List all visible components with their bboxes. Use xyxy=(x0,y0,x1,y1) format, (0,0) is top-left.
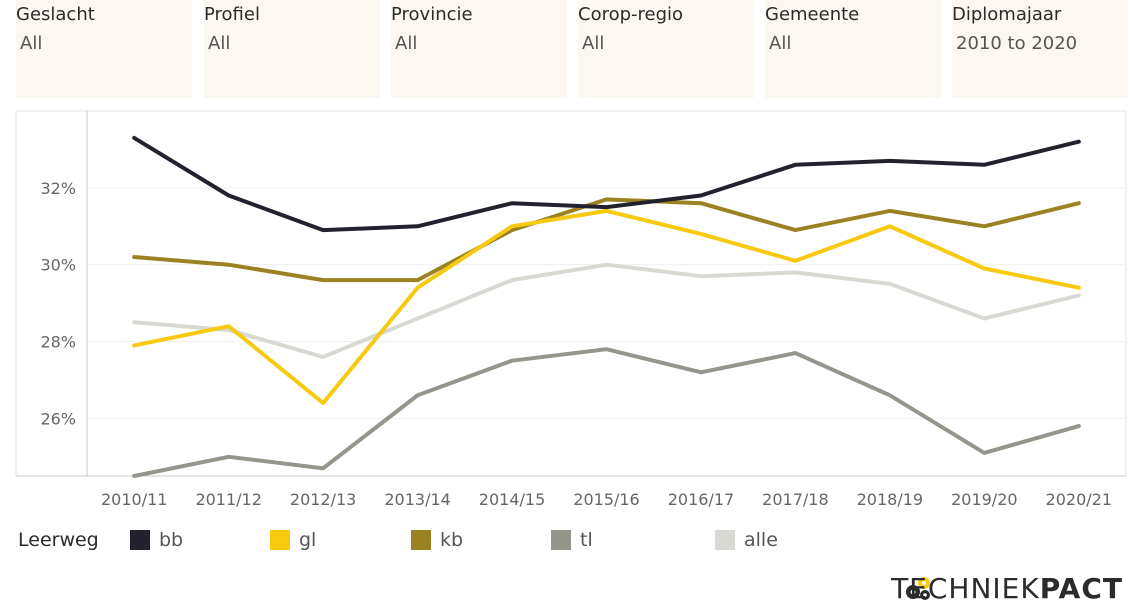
legend-swatch xyxy=(551,530,571,550)
filter-label: Gemeente xyxy=(765,4,860,25)
filter-value[interactable]: All xyxy=(20,33,43,54)
legend-swatch xyxy=(715,530,735,550)
filter-corop-regio[interactable]: Corop-regio All xyxy=(578,0,754,98)
filter-label: Geslacht xyxy=(16,4,95,25)
filter-value[interactable]: All xyxy=(582,33,605,54)
filter-provincie[interactable]: Provincie All xyxy=(391,0,567,98)
series-line-alle xyxy=(132,262,1081,359)
legend-label: kb xyxy=(440,529,464,551)
x-tick-label: 2013/14 xyxy=(384,490,450,509)
legend-title: Leerweg xyxy=(18,529,99,551)
legend-swatch xyxy=(130,530,150,550)
legend-label: tl xyxy=(580,529,593,551)
series-line-tl xyxy=(132,347,1081,478)
x-tick-label: 2019/20 xyxy=(951,490,1017,509)
x-tick-label: 2014/15 xyxy=(479,490,545,509)
legend-label: alle xyxy=(744,529,778,551)
filter-diplomajaar[interactable]: Diplomajaar 2010 to 2020 xyxy=(952,0,1128,98)
legend-swatch xyxy=(270,530,290,550)
logo-text-thin: TECHNIEK xyxy=(891,572,1040,605)
filter-label: Profiel xyxy=(204,4,260,25)
line-chart: 26% 28% 30% 32% 2010/11 2011/12 2012/13 2013/14… xyxy=(15,110,1127,509)
filter-value[interactable]: All xyxy=(769,33,792,54)
logo-text: TECHNIEKPACT xyxy=(891,572,1123,605)
filter-profiel[interactable]: Profiel All xyxy=(204,0,380,98)
x-tick-label: 2017/18 xyxy=(762,490,828,509)
series-line-gl xyxy=(132,208,1081,405)
legend: Leerweg bb gl kb tl alle xyxy=(0,526,900,556)
filter-label: Provincie xyxy=(391,4,473,25)
gears-icon xyxy=(906,577,930,600)
y-tick-label: 26% xyxy=(40,409,76,428)
y-tick-label: 32% xyxy=(40,179,76,198)
legend-label: bb xyxy=(159,529,184,551)
line-chart-area: 26% 28% 30% 32% 2010/11 2011/12 2012/13 2013/14… xyxy=(0,100,1133,520)
x-tick-label: 2011/12 xyxy=(195,490,261,509)
filter-value[interactable]: 2010 to 2020 xyxy=(956,33,1078,54)
x-tick-label: 2016/17 xyxy=(668,490,734,509)
filter-gemeente[interactable]: Gemeente All xyxy=(765,0,941,98)
filter-geslacht[interactable]: Geslacht All xyxy=(16,0,192,98)
x-tick-label: 2018/19 xyxy=(857,490,923,509)
legend-label: gl xyxy=(299,529,317,551)
filter-label: Diplomajaar xyxy=(952,4,1062,25)
x-tick-label: 2010/11 xyxy=(101,490,167,509)
y-tick-label: 28% xyxy=(40,333,76,352)
logo-text-bold: PACT xyxy=(1039,572,1123,605)
legend-swatch xyxy=(411,530,431,550)
x-tick-label: 2020/21 xyxy=(1046,490,1112,509)
filter-bar: Geslacht All Profiel All Provincie All C… xyxy=(0,0,1133,100)
x-tick-label: 2015/16 xyxy=(573,490,639,509)
y-tick-label: 30% xyxy=(40,256,76,275)
series-line-bb xyxy=(132,135,1081,233)
x-tick-label: 2012/13 xyxy=(290,490,356,509)
series-line-kb xyxy=(132,197,1081,283)
filter-label: Corop-regio xyxy=(578,4,684,25)
techniekpact-logo: TECHNIEKPACT xyxy=(891,570,1123,606)
filter-value[interactable]: All xyxy=(208,33,231,54)
filter-value[interactable]: All xyxy=(395,33,418,54)
